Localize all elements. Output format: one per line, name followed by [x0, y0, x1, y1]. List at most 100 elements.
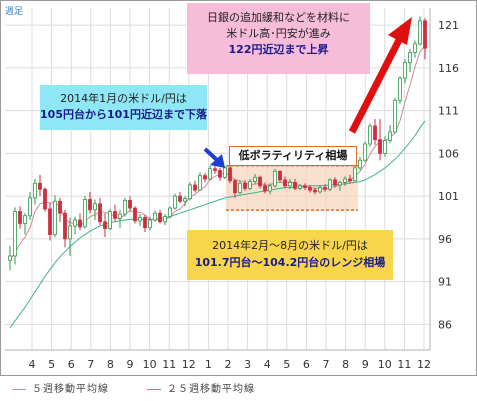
candle-body [358, 159, 362, 169]
candle-body [303, 185, 307, 188]
candle-body [328, 179, 332, 190]
annotation-arrows [203, 17, 412, 168]
x-tick-label: 4 [29, 358, 36, 371]
y-tick-label: 106 [438, 147, 459, 160]
callout-range-line1: 2014年2月～8月の米ドル/円は [212, 239, 368, 252]
callout-range: 2014年2月～8月の米ドル/円は 101.7円台～104.2円台のレンジ相場 [187, 230, 393, 280]
y-tick-label: 101 [438, 190, 459, 203]
decline-arrow-shaft [203, 147, 219, 162]
candle-body [323, 187, 327, 190]
callout-rise-line1: 日銀の追加緩和などを材料に [207, 11, 350, 24]
candle-body [263, 185, 267, 192]
legend-label-ma5: ５週移動平均線 [32, 384, 109, 395]
candle-body [403, 62, 407, 79]
candle-body [268, 185, 272, 192]
candle [13, 207, 17, 265]
candle [138, 214, 142, 227]
candle-body [293, 182, 297, 189]
candle [198, 172, 202, 191]
timeframe-label: 週足 [5, 7, 24, 17]
candle [158, 209, 162, 224]
legend-label-ma25: ２５週移動平均線 [167, 384, 255, 395]
x-tick-label: 5 [283, 358, 290, 371]
callout-range-line2: 101.7円台～104.2円台のレンジ相場 [194, 256, 386, 269]
x-tick-label: 9 [362, 358, 369, 371]
candle [188, 182, 192, 201]
candle-body [308, 187, 312, 191]
candle-body [183, 198, 187, 202]
candle-body [238, 182, 242, 194]
x-tick-label: 3 [244, 358, 251, 371]
candle-body [88, 199, 92, 211]
candle-body [283, 179, 287, 187]
x-tick-label: 10 [143, 358, 157, 371]
candle [178, 191, 182, 203]
candle [163, 214, 167, 226]
candle [323, 184, 327, 192]
candle-body [193, 184, 197, 191]
candle-body [213, 168, 217, 171]
candle [343, 176, 347, 186]
candle [313, 187, 317, 195]
candle-body [128, 199, 132, 209]
candle [133, 206, 137, 224]
x-tick-label: 10 [378, 358, 392, 371]
candle-body [228, 167, 232, 182]
candle-body [398, 77, 402, 101]
candle-body [93, 203, 97, 211]
candle [128, 196, 132, 212]
x-tick-label: 12 [417, 358, 431, 371]
x-tick-label: 8 [342, 358, 349, 371]
candle [83, 196, 87, 229]
candle [58, 197, 62, 222]
candle-body [243, 182, 247, 189]
candle [283, 176, 287, 189]
candle [363, 141, 367, 162]
candle-body [48, 208, 52, 235]
candle [333, 177, 337, 188]
candle [373, 119, 377, 145]
candle-body [13, 211, 17, 257]
candle-body [418, 20, 422, 45]
candle [103, 213, 107, 238]
y-tick-label: 86 [438, 318, 452, 331]
candle [218, 167, 222, 181]
candle-body [23, 215, 27, 224]
candle-body [313, 189, 317, 193]
ma25-line [9, 120, 426, 329]
candle [63, 209, 67, 248]
x-tick-label: 7 [323, 358, 330, 371]
candle-body [148, 219, 152, 229]
rise-arrow-shaft [348, 38, 403, 134]
candle [28, 191, 32, 221]
x-tick-label: 1 [205, 358, 212, 371]
candle [338, 180, 342, 191]
candles [8, 16, 427, 271]
candle-body [113, 211, 117, 219]
candle [398, 76, 402, 104]
candle-body [378, 139, 382, 154]
candle-body [168, 207, 172, 218]
legend-swatch-ma25 [147, 388, 161, 390]
candle [418, 16, 422, 46]
candle-body [173, 195, 177, 209]
callout-decline: 2014年1月の米ドル/円は 105円台から101円近辺まで下落 [40, 85, 207, 130]
candle-body [53, 200, 57, 235]
candle [23, 213, 27, 235]
candle [388, 125, 392, 144]
candle [403, 59, 407, 84]
candle [278, 170, 282, 183]
candle [183, 196, 187, 207]
candle-body [58, 200, 62, 214]
candle-body [158, 212, 162, 223]
candle-body [338, 182, 342, 186]
candle-body [348, 178, 352, 182]
candle [383, 136, 387, 157]
range-band-fill [226, 165, 358, 211]
candle [73, 216, 77, 235]
x-tick-label: 11 [397, 358, 411, 371]
candle-body [208, 168, 212, 180]
candle-body [353, 167, 357, 182]
candle [248, 179, 252, 191]
candle [353, 165, 357, 182]
